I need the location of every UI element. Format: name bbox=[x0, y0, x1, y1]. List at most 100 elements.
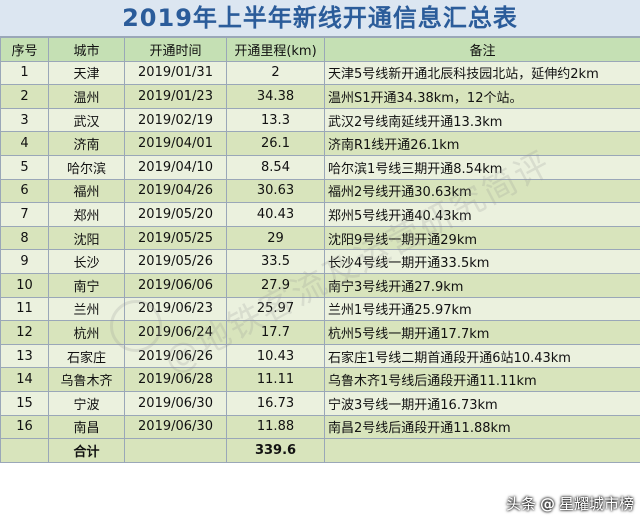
cell-index: 1 bbox=[0, 60, 49, 86]
cell-note: 郑州5号线开通40.43km bbox=[324, 202, 640, 227]
cell-date: 2019/05/25 bbox=[124, 225, 227, 251]
data-table: 序号 城市 开通时间 开通里程(km) 备注 1 天津 2019/01/31 2 天津5… bbox=[0, 37, 640, 463]
total-spacer bbox=[124, 438, 227, 463]
table-row: 14 乌鲁木齐 2019/06/28 11.11 乌鲁木齐1号线后通段开通11.11km bbox=[0, 367, 640, 392]
cell-note: 南昌2号线后通段开通11.88km bbox=[324, 414, 640, 440]
cell-length: 29 bbox=[226, 225, 325, 251]
cell-note: 武汉2号线南延线开通13.3km bbox=[324, 107, 640, 133]
cell-index: 14 bbox=[0, 367, 49, 392]
cell-index: 8 bbox=[0, 225, 49, 251]
cell-note: 兰州1号线开通25.97km bbox=[324, 296, 640, 322]
table-row: 16 南昌 2019/06/30 11.88 南昌2号线后通段开通11.88km bbox=[0, 414, 640, 440]
cell-length: 2 bbox=[226, 60, 325, 86]
cell-date: 2019/06/23 bbox=[124, 296, 227, 322]
cell-date: 2019/06/30 bbox=[124, 390, 227, 416]
table-row: 15 宁波 2019/06/30 16.73 宁波3号线一期开通16.73km bbox=[0, 390, 640, 416]
cell-date: 2019/01/23 bbox=[124, 84, 227, 109]
cell-date: 2019/04/26 bbox=[124, 178, 227, 204]
cell-city: 天津 bbox=[48, 60, 125, 86]
cell-city: 杭州 bbox=[48, 320, 125, 345]
cell-city: 哈尔滨 bbox=[48, 154, 125, 180]
cell-note: 济南R1线开通26.1km bbox=[324, 131, 640, 156]
cell-length: 40.43 bbox=[226, 202, 325, 227]
cell-date: 2019/06/28 bbox=[124, 367, 227, 392]
cell-index: 12 bbox=[0, 320, 49, 345]
table-row: 1 天津 2019/01/31 2 天津5号线新开通北辰科技园北站，延伸约2km bbox=[0, 60, 640, 86]
cell-length: 33.5 bbox=[226, 249, 325, 274]
cell-date: 2019/04/01 bbox=[124, 131, 227, 156]
cell-length: 26.1 bbox=[226, 131, 325, 156]
cell-length: 34.38 bbox=[226, 84, 325, 109]
cell-length: 30.63 bbox=[226, 178, 325, 204]
cell-index: 15 bbox=[0, 390, 49, 416]
cell-note: 乌鲁木齐1号线后通段开通11.11km bbox=[324, 367, 640, 392]
at-icon: @ bbox=[539, 494, 555, 513]
total-row: 合计 339.6 bbox=[0, 438, 640, 463]
cell-date: 2019/02/19 bbox=[124, 107, 227, 133]
cell-city: 郑州 bbox=[48, 202, 125, 227]
credit-account: 星耀城市榜 bbox=[558, 495, 634, 513]
header-index: 序号 bbox=[0, 37, 49, 62]
table-title: 2019年上半年新线开通信息汇总表 bbox=[0, 0, 640, 37]
cell-date: 2019/01/31 bbox=[124, 60, 227, 86]
table-row: 8 沈阳 2019/05/25 29 沈阳9号线一期开通29km bbox=[0, 225, 640, 251]
cell-index: 7 bbox=[0, 202, 49, 227]
cell-date: 2019/06/06 bbox=[124, 272, 227, 298]
cell-note: 石家庄1号线二期首通段开通6站10.43km bbox=[324, 343, 640, 369]
cell-city: 宁波 bbox=[48, 390, 125, 416]
cell-city: 石家庄 bbox=[48, 343, 125, 369]
cell-city: 南昌 bbox=[48, 414, 125, 440]
header-length: 开通里程(km) bbox=[226, 37, 325, 62]
cell-note: 南宁3号线开通27.9km bbox=[324, 272, 640, 298]
total-value: 339.6 bbox=[226, 438, 325, 463]
table-row: 6 福州 2019/04/26 30.63 福州2号线开通30.63km bbox=[0, 178, 640, 204]
cell-length: 16.73 bbox=[226, 390, 325, 416]
cell-city: 南宁 bbox=[48, 272, 125, 298]
table-row: 2 温州 2019/01/23 34.38 温州S1开通34.38km，12个站。 bbox=[0, 84, 640, 109]
cell-index: 4 bbox=[0, 131, 49, 156]
cell-note: 温州S1开通34.38km，12个站。 bbox=[324, 84, 640, 109]
cell-index: 16 bbox=[0, 414, 49, 440]
header-note: 备注 bbox=[324, 37, 640, 62]
cell-date: 2019/06/24 bbox=[124, 320, 227, 345]
cell-length: 10.43 bbox=[226, 343, 325, 369]
credit-prefix: 头条 bbox=[505, 495, 536, 513]
cell-length: 17.7 bbox=[226, 320, 325, 345]
cell-note: 哈尔滨1号线三期开通8.54km bbox=[324, 154, 640, 180]
cell-city: 福州 bbox=[48, 178, 125, 204]
cell-note: 沈阳9号线一期开通29km bbox=[324, 225, 640, 251]
table-body: 1 天津 2019/01/31 2 天津5号线新开通北辰科技园北站，延伸约2km 2 温州 2… bbox=[0, 60, 640, 463]
cell-city: 长沙 bbox=[48, 249, 125, 274]
total-label: 合计 bbox=[48, 438, 125, 463]
cell-city: 武汉 bbox=[48, 107, 125, 133]
table-row: 13 石家庄 2019/06/26 10.43 石家庄1号线二期首通段开通6站10.43… bbox=[0, 343, 640, 369]
cell-note: 天津5号线新开通北辰科技园北站，延伸约2km bbox=[324, 60, 640, 86]
header-city: 城市 bbox=[48, 37, 125, 62]
cell-length: 27.9 bbox=[226, 272, 325, 298]
cell-length: 11.88 bbox=[226, 414, 325, 440]
cell-date: 2019/05/26 bbox=[124, 249, 227, 274]
cell-index: 10 bbox=[0, 272, 49, 298]
cell-date: 2019/04/10 bbox=[124, 154, 227, 180]
source-credit: 头条 @ 星耀城市榜 bbox=[506, 493, 634, 514]
table-row: 12 杭州 2019/06/24 17.7 杭州5号线一期开通17.7km bbox=[0, 320, 640, 345]
table-row: 11 兰州 2019/06/23 25.97 兰州1号线开通25.97km bbox=[0, 296, 640, 322]
cell-index: 6 bbox=[0, 178, 49, 204]
cell-note: 长沙4号线一期开通33.5km bbox=[324, 249, 640, 274]
cell-index: 13 bbox=[0, 343, 49, 369]
table-row: 10 南宁 2019/06/06 27.9 南宁3号线开通27.9km bbox=[0, 272, 640, 298]
cell-date: 2019/06/26 bbox=[124, 343, 227, 369]
table-row: 5 哈尔滨 2019/04/10 8.54 哈尔滨1号线三期开通8.54km bbox=[0, 154, 640, 180]
cell-city: 乌鲁木齐 bbox=[48, 367, 125, 392]
cell-index: 11 bbox=[0, 296, 49, 322]
cell-length: 25.97 bbox=[226, 296, 325, 322]
cell-city: 兰州 bbox=[48, 296, 125, 322]
cell-index: 2 bbox=[0, 84, 49, 109]
cell-date: 2019/05/20 bbox=[124, 202, 227, 227]
cell-length: 8.54 bbox=[226, 154, 325, 180]
cell-index: 3 bbox=[0, 107, 49, 133]
cell-city: 温州 bbox=[48, 84, 125, 109]
table-row: 4 济南 2019/04/01 26.1 济南R1线开通26.1km bbox=[0, 131, 640, 156]
cell-city: 济南 bbox=[48, 131, 125, 156]
